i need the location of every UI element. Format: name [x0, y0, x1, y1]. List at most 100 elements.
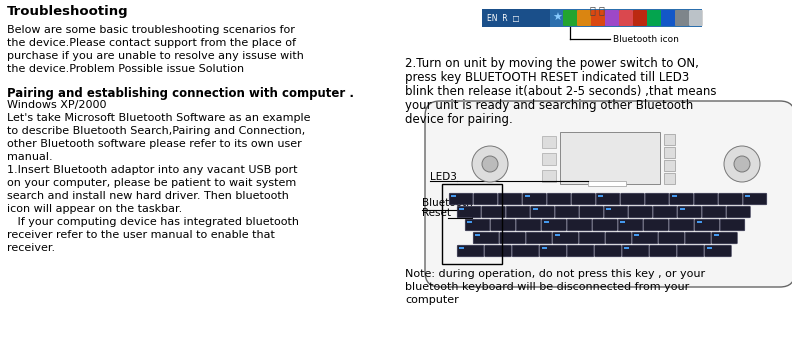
FancyBboxPatch shape	[474, 193, 497, 205]
Text: ★: ★	[552, 13, 562, 23]
FancyBboxPatch shape	[675, 10, 689, 26]
FancyBboxPatch shape	[633, 10, 647, 26]
FancyBboxPatch shape	[661, 10, 675, 26]
Text: Reset: Reset	[422, 208, 451, 218]
FancyBboxPatch shape	[689, 10, 703, 26]
Text: Note: during operation, do not press this key , or your: Note: during operation, do not press thi…	[405, 269, 705, 279]
Text: other Bluetooth software please refer to its own user: other Bluetooth software please refer to…	[7, 139, 302, 149]
Text: EN  R  □: EN R □	[487, 14, 520, 22]
Text: 2.Turn on unit by moving the power switch to ON,: 2.Turn on unit by moving the power switc…	[405, 57, 699, 70]
FancyBboxPatch shape	[632, 232, 658, 244]
FancyBboxPatch shape	[449, 193, 473, 205]
FancyBboxPatch shape	[743, 193, 767, 205]
FancyBboxPatch shape	[531, 206, 554, 218]
Bar	[606, 208, 611, 210]
FancyBboxPatch shape	[491, 219, 516, 231]
FancyBboxPatch shape	[425, 101, 792, 287]
FancyBboxPatch shape	[482, 206, 505, 218]
FancyBboxPatch shape	[619, 219, 643, 231]
Text: to describe Bluetooth Search,Pairing and Connection,: to describe Bluetooth Search,Pairing and…	[7, 126, 305, 136]
FancyBboxPatch shape	[500, 232, 525, 244]
Circle shape	[724, 146, 760, 182]
Bar	[696, 221, 702, 223]
FancyBboxPatch shape	[577, 10, 591, 26]
Bar	[442, 184, 502, 264]
FancyBboxPatch shape	[465, 219, 489, 231]
FancyBboxPatch shape	[695, 219, 719, 231]
FancyBboxPatch shape	[670, 193, 693, 205]
FancyBboxPatch shape	[605, 10, 619, 26]
FancyBboxPatch shape	[457, 206, 481, 218]
FancyBboxPatch shape	[606, 232, 631, 244]
FancyBboxPatch shape	[595, 245, 621, 257]
FancyBboxPatch shape	[457, 245, 484, 257]
FancyBboxPatch shape	[542, 219, 566, 231]
Text: Below are some basic troubleshooting scenarios for: Below are some basic troubleshooting sce…	[7, 25, 295, 35]
Bar	[672, 195, 676, 197]
Bar	[706, 247, 711, 249]
Bar	[664, 147, 675, 158]
FancyBboxPatch shape	[580, 206, 604, 218]
FancyBboxPatch shape	[526, 232, 552, 244]
Text: the device.Please contact support from the place of: the device.Please contact support from t…	[7, 38, 296, 48]
FancyBboxPatch shape	[649, 245, 676, 257]
Text: LED3: LED3	[430, 172, 457, 182]
FancyBboxPatch shape	[727, 206, 750, 218]
Text: Bluetooth icon: Bluetooth icon	[613, 35, 679, 44]
Bar	[524, 195, 530, 197]
Bar	[634, 234, 639, 236]
Bar	[482, 9, 702, 27]
Text: Bluetooth: Bluetooth	[422, 198, 473, 208]
Bar	[664, 160, 675, 171]
Bar	[624, 247, 629, 249]
FancyBboxPatch shape	[572, 193, 596, 205]
Text: manual.: manual.	[7, 152, 52, 162]
Bar	[459, 247, 464, 249]
FancyBboxPatch shape	[718, 193, 742, 205]
Bar	[714, 234, 718, 236]
FancyBboxPatch shape	[567, 245, 594, 257]
FancyBboxPatch shape	[621, 193, 645, 205]
FancyBboxPatch shape	[712, 232, 737, 244]
FancyBboxPatch shape	[685, 232, 710, 244]
Bar	[542, 153, 556, 165]
Text: receiver refer to the user manual to enable that: receiver refer to the user manual to ena…	[7, 230, 275, 240]
Text: purchase if you are unable to resolve any issuse with: purchase if you are unable to resolve an…	[7, 51, 304, 61]
FancyBboxPatch shape	[705, 245, 731, 257]
Text: your unit is ready and searching other Bluetooth: your unit is ready and searching other B…	[405, 99, 693, 112]
FancyBboxPatch shape	[591, 10, 605, 26]
FancyBboxPatch shape	[516, 219, 541, 231]
Text: Let's take Microsoft Bluetooth Software as an example: Let's take Microsoft Bluetooth Software …	[7, 113, 310, 123]
Text: Pairing and establishing connection with computer .: Pairing and establishing connection with…	[7, 87, 354, 100]
FancyBboxPatch shape	[563, 10, 577, 26]
FancyBboxPatch shape	[678, 206, 701, 218]
Text: icon will appear on the taskbar.: icon will appear on the taskbar.	[7, 204, 182, 214]
Text: the device.Problem Possible issue Solution: the device.Problem Possible issue Soluti…	[7, 64, 244, 74]
FancyBboxPatch shape	[539, 245, 566, 257]
FancyBboxPatch shape	[645, 193, 668, 205]
Text: receiver.: receiver.	[7, 243, 55, 253]
FancyBboxPatch shape	[523, 193, 546, 205]
Bar	[620, 221, 625, 223]
Bar	[459, 208, 464, 210]
FancyBboxPatch shape	[623, 245, 649, 257]
FancyBboxPatch shape	[555, 206, 579, 218]
Bar	[680, 208, 684, 210]
FancyBboxPatch shape	[669, 219, 694, 231]
Bar	[542, 136, 556, 148]
Bar	[554, 234, 559, 236]
Bar	[543, 221, 549, 223]
Bar	[560, 132, 660, 184]
Text: press key BLUETOOTH RESET indicated till LED3: press key BLUETOOTH RESET indicated till…	[405, 71, 689, 84]
FancyBboxPatch shape	[592, 219, 617, 231]
Bar	[598, 195, 603, 197]
FancyBboxPatch shape	[703, 206, 725, 218]
Circle shape	[482, 156, 498, 172]
Text: 贺 元: 贺 元	[589, 5, 604, 15]
Text: search and install new hard driver. Then bluetooth: search and install new hard driver. Then…	[7, 191, 289, 201]
Bar	[451, 195, 456, 197]
FancyBboxPatch shape	[653, 206, 677, 218]
Text: Windows XP/2000: Windows XP/2000	[7, 100, 106, 110]
Circle shape	[472, 146, 508, 182]
Bar	[532, 208, 538, 210]
